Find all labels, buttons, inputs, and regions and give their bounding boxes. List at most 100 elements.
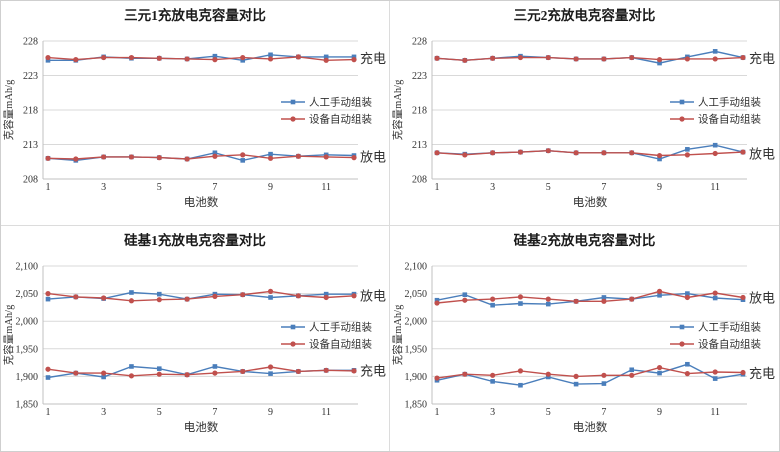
data-point-marker bbox=[656, 152, 663, 159]
data-point-marker bbox=[684, 56, 690, 62]
data-point-marker bbox=[656, 364, 663, 371]
chart-title: 硅基2充放电克容量对比 bbox=[513, 233, 656, 248]
data-point-marker bbox=[545, 148, 551, 154]
chart-title: 硅基1充放电克容量对比 bbox=[124, 233, 266, 248]
data-point-marker bbox=[434, 375, 440, 381]
y-tick-label: 2,000 bbox=[16, 317, 39, 328]
data-point-marker bbox=[73, 370, 79, 376]
data-point-marker bbox=[212, 370, 218, 376]
data-point-marker bbox=[712, 142, 718, 148]
y-tick-label: 208 bbox=[23, 175, 38, 186]
x-tick-label: 5 bbox=[157, 182, 162, 193]
data-point-marker bbox=[212, 293, 218, 299]
data-point-marker bbox=[129, 364, 134, 369]
legend-label: 人工手动组装 bbox=[309, 321, 372, 334]
data-point-marker bbox=[156, 297, 162, 303]
data-point-marker bbox=[184, 156, 190, 162]
data-point-marker bbox=[712, 369, 718, 375]
legend-label: 设备自动组装 bbox=[309, 338, 372, 351]
series-line-放电-人工手动组装 bbox=[436, 292, 744, 306]
x-tick-label: 9 bbox=[657, 407, 662, 418]
data-point-marker bbox=[240, 58, 246, 63]
data-point-marker bbox=[45, 58, 51, 63]
series-line-放电-设备自动组装 bbox=[47, 154, 355, 160]
data-point-marker bbox=[268, 52, 273, 58]
y-tick-label: 228 bbox=[23, 37, 38, 48]
data-point-marker bbox=[240, 54, 246, 61]
data-point-marker bbox=[601, 298, 607, 304]
series-line-放电-设备自动组装 bbox=[47, 290, 355, 302]
data-point-marker bbox=[573, 150, 579, 156]
data-point-marker bbox=[290, 341, 296, 347]
data-point-marker bbox=[156, 291, 162, 297]
data-point-marker bbox=[267, 155, 274, 161]
data-point-marker bbox=[573, 56, 579, 62]
y-tick-label: 2,050 bbox=[16, 289, 39, 300]
data-point-marker bbox=[295, 54, 301, 60]
data-point-marker bbox=[184, 372, 190, 378]
data-point-marker bbox=[545, 301, 551, 307]
data-point-marker bbox=[712, 150, 718, 157]
series-line-充电-人工手动组装 bbox=[436, 363, 744, 386]
data-point-marker bbox=[545, 296, 551, 302]
data-point-marker bbox=[45, 366, 51, 372]
data-point-marker bbox=[573, 381, 579, 387]
data-point-marker bbox=[629, 54, 635, 61]
data-point-marker bbox=[490, 372, 496, 378]
chart-panel-ternary-1: 三元1充放电克容量对比 228 223 218 213 208 克容量mAh/g 1 3 5 7 9… bbox=[1, 1, 390, 226]
data-point-marker bbox=[656, 288, 663, 294]
data-point-marker bbox=[45, 155, 51, 161]
data-point-marker bbox=[517, 368, 524, 374]
data-point-marker bbox=[295, 368, 301, 375]
data-point-marker bbox=[295, 293, 301, 299]
data-point-marker bbox=[156, 371, 162, 377]
legend-label: 人工手动组装 bbox=[309, 96, 372, 109]
x-axis-title: 电池数 bbox=[573, 195, 608, 209]
y-tick-label: 218 bbox=[23, 106, 38, 117]
x-tick-label: 5 bbox=[546, 407, 551, 418]
data-point-marker bbox=[212, 150, 218, 156]
y-tick-label: 1,900 bbox=[16, 372, 39, 383]
x-tick-label: 5 bbox=[546, 182, 551, 193]
y-tick-label: 2,050 bbox=[405, 289, 428, 300]
x-tick-label: 9 bbox=[268, 182, 273, 193]
data-point-marker bbox=[685, 361, 690, 367]
chart-plot-silicon-2: 2,100 2,050 2,000 1,950 1,900 1,850 克容量mAh/g 1 3… bbox=[391, 262, 775, 435]
y-tick-label: 223 bbox=[412, 71, 427, 82]
data-point-marker bbox=[323, 54, 329, 60]
data-point-marker bbox=[268, 151, 273, 157]
data-point-marker bbox=[101, 54, 107, 61]
x-tick-label: 7 bbox=[212, 182, 217, 193]
legend-label: 人工手动组装 bbox=[698, 96, 761, 109]
data-point-marker bbox=[290, 116, 296, 122]
series-line-充电-设备自动组装 bbox=[47, 56, 355, 62]
y-tick-label: 1,850 bbox=[405, 400, 428, 411]
series-line-放电-设备自动组装 bbox=[436, 149, 744, 157]
y-tick-label: 2,000 bbox=[405, 317, 428, 328]
x-tick-label: 1 bbox=[435, 182, 440, 193]
x-tick-label: 11 bbox=[710, 407, 720, 418]
data-point-marker bbox=[685, 291, 690, 296]
data-point-marker bbox=[268, 371, 273, 376]
data-point-marker bbox=[290, 324, 296, 330]
y-axis-title: 克容量mAh/g bbox=[391, 304, 404, 365]
y-tick-label: 208 bbox=[412, 175, 427, 186]
data-point-marker bbox=[545, 374, 551, 380]
chart-panel-ternary-2: 三元2充放电克容量对比 228 223 218 213 208 克容量mAh/g 1 3 5 7 9… bbox=[390, 1, 779, 226]
data-point-marker bbox=[517, 54, 524, 61]
data-point-marker bbox=[184, 296, 190, 302]
data-point-marker bbox=[679, 99, 685, 105]
data-point-marker bbox=[462, 297, 468, 303]
series-line-充电-人工手动组装 bbox=[436, 50, 744, 64]
data-point-marker bbox=[629, 296, 635, 302]
data-point-marker bbox=[712, 49, 718, 54]
data-point-marker bbox=[490, 55, 496, 61]
cluster-label: 充电 bbox=[749, 51, 775, 66]
x-axis-title: 电池数 bbox=[184, 420, 219, 434]
data-point-marker bbox=[351, 155, 357, 161]
data-point-marker bbox=[601, 56, 607, 62]
y-tick-label: 213 bbox=[23, 140, 38, 151]
